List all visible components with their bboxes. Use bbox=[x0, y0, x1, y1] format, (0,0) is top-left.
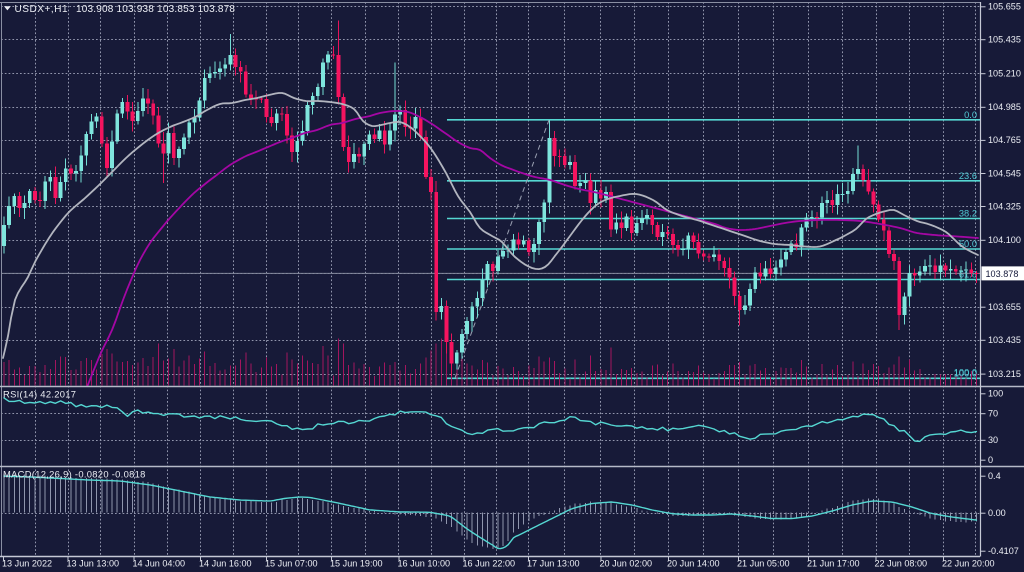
svg-text:100.0: 100.0 bbox=[954, 368, 977, 378]
svg-text:0: 0 bbox=[988, 455, 993, 465]
svg-text:22 Jun 08:00: 22 Jun 08:00 bbox=[875, 559, 928, 569]
svg-text:100.0: 100.0 bbox=[954, 368, 977, 378]
svg-text:105.435: 105.435 bbox=[988, 35, 1021, 45]
svg-text:104.100: 104.100 bbox=[988, 235, 1021, 245]
svg-text:103.435: 103.435 bbox=[988, 335, 1021, 345]
svg-text:21 Jun 17:00: 21 Jun 17:00 bbox=[807, 559, 860, 569]
svg-text:15 Jun 19:00: 15 Jun 19:00 bbox=[330, 559, 383, 569]
svg-text:105.655: 105.655 bbox=[988, 2, 1021, 12]
svg-text:103.215: 103.215 bbox=[988, 369, 1021, 379]
svg-text:103.655: 103.655 bbox=[988, 302, 1021, 312]
svg-text:MACD(12,26,9) -0.0820 -0.0818: MACD(12,26,9) -0.0820 -0.0818 bbox=[3, 469, 146, 480]
svg-text:38.2: 38.2 bbox=[959, 209, 977, 219]
svg-text:104.765: 104.765 bbox=[988, 135, 1021, 145]
svg-text:-0.4107: -0.4107 bbox=[988, 546, 1019, 556]
svg-text:103.878: 103.878 bbox=[986, 269, 1019, 279]
svg-text:104.545: 104.545 bbox=[988, 168, 1021, 178]
svg-text:30: 30 bbox=[988, 435, 998, 445]
svg-text:15 Jun 07:00: 15 Jun 07:00 bbox=[265, 559, 318, 569]
svg-text:16 Jun 22:00: 16 Jun 22:00 bbox=[463, 559, 516, 569]
svg-text:0.4: 0.4 bbox=[988, 471, 1001, 481]
svg-text:22 Jun 20:00: 22 Jun 20:00 bbox=[942, 559, 995, 569]
svg-text:21 Jun 05:00: 21 Jun 05:00 bbox=[737, 559, 790, 569]
svg-text:70: 70 bbox=[988, 409, 998, 419]
svg-text:16 Jun 10:00: 16 Jun 10:00 bbox=[398, 559, 451, 569]
svg-text:23.6: 23.6 bbox=[959, 171, 977, 181]
svg-text:100: 100 bbox=[988, 389, 1003, 399]
svg-text:13 Jun 2022: 13 Jun 2022 bbox=[2, 559, 52, 569]
svg-text:0.0: 0.0 bbox=[964, 110, 977, 120]
svg-text:105.210: 105.210 bbox=[988, 69, 1021, 79]
svg-text:RSI(14) 42.2017: RSI(14) 42.2017 bbox=[3, 389, 76, 400]
svg-text:14 Jun 04:00: 14 Jun 04:00 bbox=[133, 559, 186, 569]
svg-text:104.325: 104.325 bbox=[988, 201, 1021, 211]
svg-text:0.00: 0.00 bbox=[988, 508, 1006, 518]
svg-text:61.8: 61.8 bbox=[959, 270, 977, 280]
svg-text:17 Jun 13:00: 17 Jun 13:00 bbox=[527, 559, 580, 569]
svg-text:14 Jun 16:00: 14 Jun 16:00 bbox=[199, 559, 252, 569]
svg-text:104.985: 104.985 bbox=[988, 102, 1021, 112]
svg-text:13 Jun 13:00: 13 Jun 13:00 bbox=[67, 559, 120, 569]
svg-text:20 Jun 14:00: 20 Jun 14:00 bbox=[667, 559, 720, 569]
svg-text:50.0: 50.0 bbox=[959, 239, 977, 249]
svg-text:USDX+,H1: USDX+,H1 bbox=[15, 4, 69, 15]
svg-text:20 Jun 02:00: 20 Jun 02:00 bbox=[600, 559, 653, 569]
svg-text:103.908 103.938 103.853 103.87: 103.908 103.938 103.853 103.878 bbox=[76, 4, 235, 15]
